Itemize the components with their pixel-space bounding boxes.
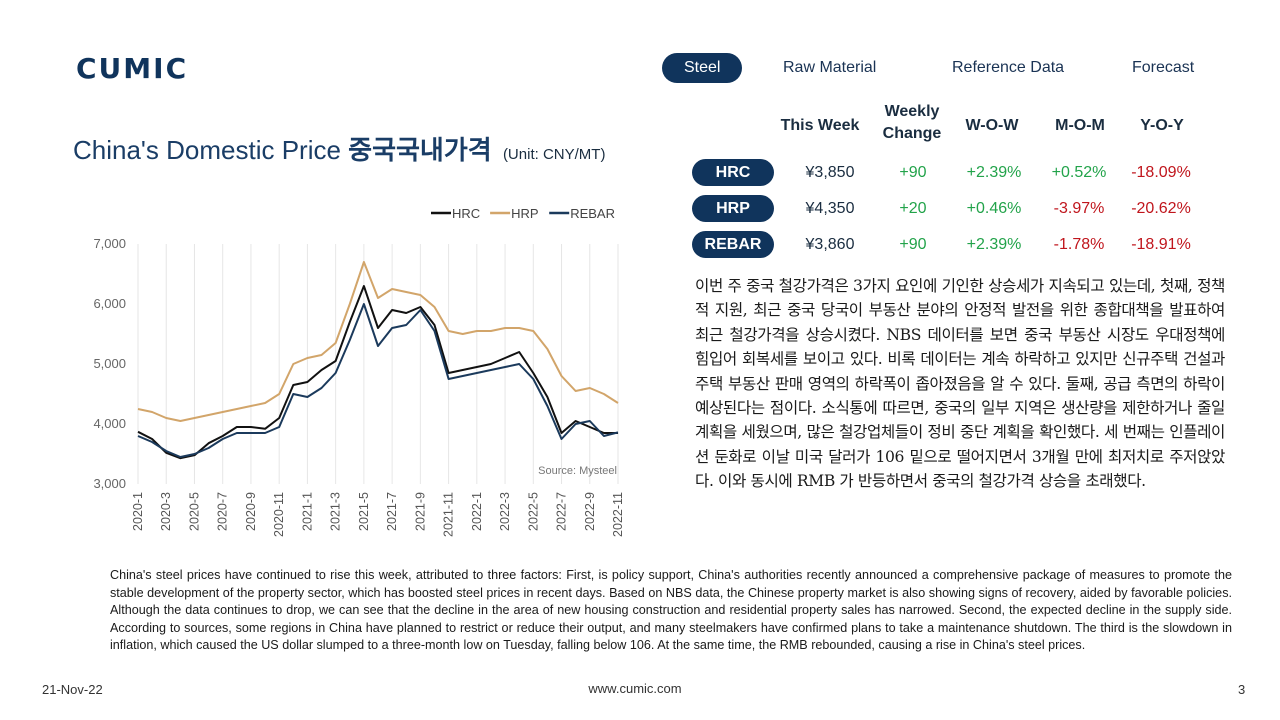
y-tick-label: 7,000 xyxy=(93,236,126,251)
footer-url[interactable]: www.cumic.com xyxy=(588,681,682,696)
x-tick-label: 2021-5 xyxy=(357,492,371,531)
y-tick-label: 5,000 xyxy=(93,356,126,371)
product-badge: REBAR xyxy=(692,231,774,258)
tab-steel[interactable]: Steel xyxy=(662,53,743,83)
legend-label: REBAR xyxy=(570,206,615,221)
yoy-value: -18.09% xyxy=(1131,164,1191,181)
weekly-change-value: +90 xyxy=(899,164,927,181)
mom-value: +0.52% xyxy=(1051,164,1107,181)
x-tick-label: 2021-11 xyxy=(442,492,456,537)
tab-raw-material[interactable]: Raw Material xyxy=(783,59,877,76)
wow-value: +2.39% xyxy=(966,164,1022,181)
x-tick-label: 2020-1 xyxy=(131,492,145,531)
this-week-value: ¥3,850 xyxy=(805,164,855,181)
mom-value: -3.97% xyxy=(1053,200,1105,217)
legend-label: HRC xyxy=(452,206,480,221)
title-main: China's Domestic Price xyxy=(73,135,341,165)
series-line-hrp xyxy=(137,261,619,422)
this-week-value: ¥4,350 xyxy=(805,200,855,217)
wow-value: +2.39% xyxy=(966,236,1022,253)
x-tick-label: 2022-1 xyxy=(470,492,484,531)
x-tick-label: 2020-11 xyxy=(272,492,286,537)
x-tick-label: 2022-5 xyxy=(526,492,540,531)
product-badge: HRC xyxy=(692,159,774,186)
table-row: REBAR ¥3,860 +90 +2.39% -1.78% -18.91% xyxy=(690,231,1210,259)
y-tick-label: 3,000 xyxy=(93,476,126,491)
x-tick-label: 2022-11 xyxy=(611,492,625,537)
english-commentary: China's steel prices have continued to r… xyxy=(110,568,1232,653)
x-tick-label: 2020-5 xyxy=(187,492,201,531)
x-tick-label: 2020-9 xyxy=(244,492,258,531)
yoy-value: -20.62% xyxy=(1131,200,1191,217)
y-tick-label: 4,000 xyxy=(93,416,126,431)
y-tick-label: 6,000 xyxy=(93,296,126,311)
series-line-rebar xyxy=(137,303,619,458)
title-unit: (Unit: CNY/MT) xyxy=(502,146,606,163)
mom-value: -1.78% xyxy=(1053,236,1105,253)
table-row: HRP ¥4,350 +20 +0.46% -3.97% -20.62% xyxy=(690,195,1210,223)
legend-label: HRP xyxy=(511,206,538,221)
header-wow: W-O-W xyxy=(965,117,1019,134)
logo-text: CUMIC xyxy=(76,52,188,84)
cumic-logo: CUMIC xyxy=(76,52,188,84)
x-tick-label: 2022-3 xyxy=(498,492,512,531)
series-line-hrc xyxy=(137,285,618,460)
table-row: HRC ¥3,850 +90 +2.39% +0.52% -18.09% xyxy=(690,159,1210,187)
header-change: Change xyxy=(882,125,942,142)
header-this-week: This Week xyxy=(780,117,860,134)
weekly-change-value: +20 xyxy=(899,200,927,217)
title-korean: 중국국내가격 xyxy=(348,135,492,165)
weekly-change-value: +90 xyxy=(899,236,927,253)
header-weekly: Weekly xyxy=(884,103,940,120)
price-line-chart: 3,000 4,000 5,000 6,000 7,000 2020-1 2020-3 202… xyxy=(93,206,625,537)
yoy-value: -18.91% xyxy=(1131,236,1191,253)
top-nav: Steel Raw Material Reference Data Foreca… xyxy=(660,53,1220,83)
x-tick-label: 2022-7 xyxy=(555,492,569,531)
x-tick-label: 2021-1 xyxy=(300,492,314,531)
page-number: 3 xyxy=(1238,682,1246,697)
header-mom: M-O-M xyxy=(1055,117,1105,134)
footer-date: 21-Nov-22 xyxy=(42,682,103,697)
korean-commentary: 이번 주 중국 철강가격은 3가지 요인에 기인한 상승세가 지속되고 있는데,… xyxy=(695,277,1225,491)
source-note: Source: Mysteel xyxy=(538,465,617,477)
wow-value: +0.46% xyxy=(966,200,1022,217)
x-tick-label: 2020-3 xyxy=(159,492,173,531)
price-table: This Week Weekly Change W-O-W M-O-M Y-O-… xyxy=(690,100,1210,270)
page-title: China's Domestic Price 중국국내가격 (Unit: CNY… xyxy=(73,130,605,167)
x-tick-label: 2021-7 xyxy=(385,492,399,531)
x-tick-label: 2020-7 xyxy=(216,492,230,531)
x-tick-label: 2022-9 xyxy=(583,492,597,531)
x-tick-label: 2021-9 xyxy=(413,492,427,531)
x-tick-label: 2021-3 xyxy=(329,492,343,531)
tab-reference-data[interactable]: Reference Data xyxy=(952,59,1065,76)
this-week-value: ¥3,860 xyxy=(805,236,855,253)
header-yoy: Y-O-Y xyxy=(1140,117,1184,134)
product-badge: HRP xyxy=(692,195,774,222)
tab-forecast[interactable]: Forecast xyxy=(1132,59,1195,76)
